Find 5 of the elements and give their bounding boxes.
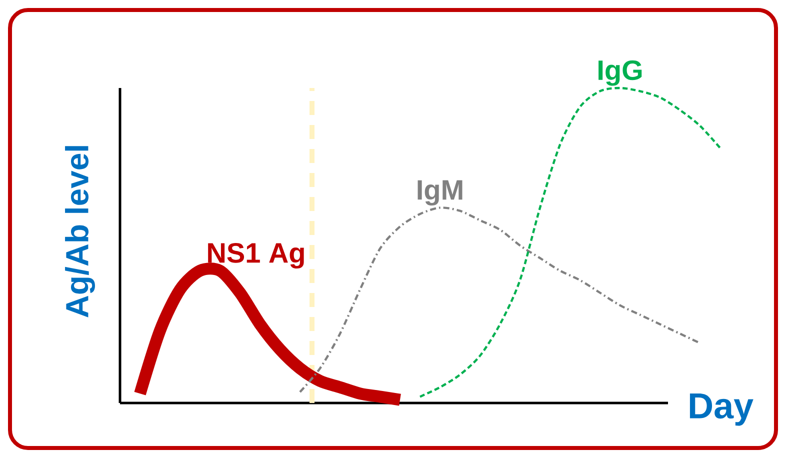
series-label: IgM (418, 180, 462, 206)
y-axis-title: Ag/Ab level (65, 146, 95, 318)
x-axis-title: Day (690, 394, 754, 426)
series-label: NS1 Ag (208, 243, 304, 268)
series-label: IgG (598, 60, 642, 86)
